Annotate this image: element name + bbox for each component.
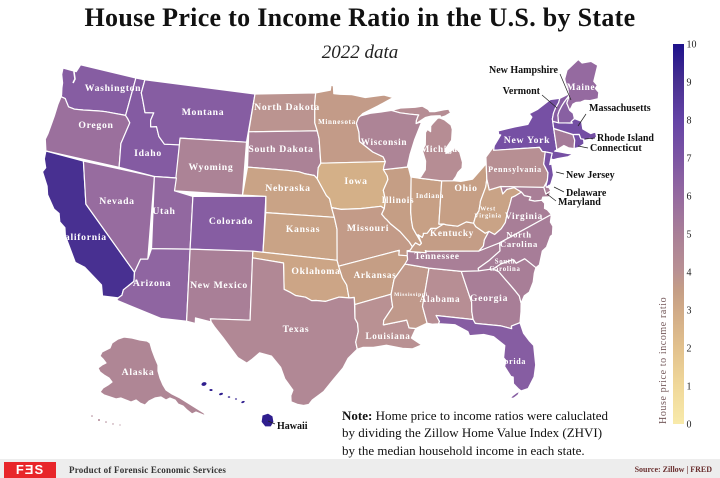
svg-text:House price to income ratio: House price to income ratio xyxy=(658,297,669,424)
svg-text:Illinois: Illinois xyxy=(382,195,415,205)
svg-text:New Mexico: New Mexico xyxy=(190,280,248,291)
svg-text:Michigan: Michigan xyxy=(421,144,464,154)
svg-text:Kansas: Kansas xyxy=(286,224,320,235)
svg-text:Minnesota: Minnesota xyxy=(318,118,356,126)
svg-text:Oklahoma: Oklahoma xyxy=(291,266,340,277)
svg-text:Rhode Island: Rhode Island xyxy=(597,133,654,144)
svg-text:Iowa: Iowa xyxy=(344,176,367,187)
svg-text:Mississippi: Mississippi xyxy=(394,292,428,298)
svg-text:Georgia: Georgia xyxy=(470,293,508,304)
svg-text:4: 4 xyxy=(687,268,692,279)
svg-text:Vermont: Vermont xyxy=(503,86,541,97)
svg-text:Oregon: Oregon xyxy=(78,120,113,131)
svg-text:Wisconsin: Wisconsin xyxy=(361,137,407,147)
svg-text:Utah: Utah xyxy=(152,206,175,217)
svg-text:South Dakota: South Dakota xyxy=(248,144,313,155)
svg-text:10: 10 xyxy=(687,40,697,51)
svg-text:Arkansas: Arkansas xyxy=(354,270,397,280)
svg-text:Alaska: Alaska xyxy=(122,367,155,378)
svg-text:Wyoming: Wyoming xyxy=(189,162,234,173)
svg-text:New York: New York xyxy=(504,135,550,146)
svg-text:Alabama: Alabama xyxy=(420,294,461,304)
svg-text:Louisiana: Louisiana xyxy=(365,331,410,341)
svg-text:Washington: Washington xyxy=(85,83,142,94)
svg-text:2: 2 xyxy=(687,344,692,355)
svg-text:Arizona: Arizona xyxy=(133,278,171,289)
svg-text:Virginia: Virginia xyxy=(505,211,543,221)
svg-text:Nevada: Nevada xyxy=(99,196,134,207)
svg-text:North Dakota: North Dakota xyxy=(254,102,320,113)
svg-text:Pennsylvania: Pennsylvania xyxy=(488,165,542,174)
svg-text:Maryland: Maryland xyxy=(558,197,601,208)
svg-text:Maine: Maine xyxy=(567,82,596,92)
svg-text:Hawaii: Hawaii xyxy=(277,421,308,432)
svg-text:3: 3 xyxy=(687,306,692,317)
svg-text:Idaho: Idaho xyxy=(134,148,162,159)
svg-text:Massachusetts: Massachusetts xyxy=(589,103,651,114)
svg-text:Indiana: Indiana xyxy=(416,192,444,200)
svg-text:1: 1 xyxy=(687,382,692,393)
svg-text:Delaware: Delaware xyxy=(566,188,607,199)
svg-text:Florida: Florida xyxy=(496,357,526,366)
svg-text:Nebraska: Nebraska xyxy=(265,183,310,194)
svg-text:5: 5 xyxy=(687,230,692,241)
svg-text:Colorado: Colorado xyxy=(209,216,253,227)
svg-text:Kentucky: Kentucky xyxy=(430,228,474,238)
svg-text:9: 9 xyxy=(687,78,692,89)
svg-text:New Jersey: New Jersey xyxy=(566,170,615,181)
svg-text:8: 8 xyxy=(687,116,692,127)
svg-text:California: California xyxy=(57,232,107,243)
svg-text:Tennessee: Tennessee xyxy=(414,251,459,261)
svg-text:7: 7 xyxy=(687,154,692,165)
svg-text:Missouri: Missouri xyxy=(347,223,389,234)
svg-text:Texas: Texas xyxy=(283,324,310,335)
svg-text:Connecticut: Connecticut xyxy=(590,143,642,154)
svg-text:New Hampshire: New Hampshire xyxy=(489,65,559,76)
svg-text:0: 0 xyxy=(687,420,692,431)
svg-text:Montana: Montana xyxy=(182,107,225,118)
svg-text:Ohio: Ohio xyxy=(454,183,477,194)
svg-text:6: 6 xyxy=(687,192,692,203)
